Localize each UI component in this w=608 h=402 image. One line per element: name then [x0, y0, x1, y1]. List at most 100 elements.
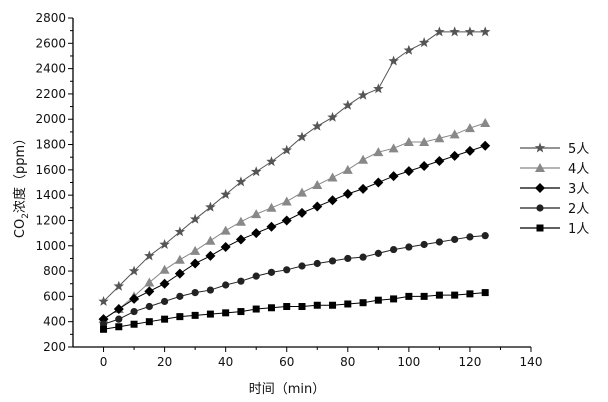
data-point: [190, 258, 201, 269]
data-point: [161, 315, 169, 323]
y-axis-title-subscript: 2: [21, 213, 31, 219]
y-tick-label: 2800: [35, 11, 66, 25]
data-point: [451, 235, 459, 244]
data-point: [237, 277, 245, 285]
data-point: [312, 201, 323, 212]
data-point: [449, 129, 460, 139]
data-point: [344, 300, 352, 308]
data-point: [235, 216, 246, 226]
data-point: [435, 238, 443, 246]
series-5: [100, 289, 489, 333]
legend-item: 4人: [520, 162, 589, 177]
data-point: [359, 253, 367, 261]
legend-label: 5人: [568, 142, 589, 157]
data-point: [434, 133, 445, 143]
data-point: [281, 215, 292, 226]
data-point: [266, 202, 277, 212]
data-point: [374, 296, 382, 304]
data-point: [235, 176, 247, 187]
data-point: [281, 196, 292, 206]
data-point: [344, 254, 352, 263]
data-point: [327, 111, 338, 122]
data-point: [191, 311, 199, 319]
data-point: [420, 240, 428, 249]
data-point: [159, 278, 170, 289]
y-tick-label: 2600: [35, 36, 66, 50]
data-point: [145, 318, 153, 326]
y-ticks: 200 400 600 800 1000 1200 1400 1600 1800 2000 2200…: [35, 11, 73, 354]
x-tick-label: 80: [340, 355, 355, 369]
x-ticks: 0 20 40 60 80 100 120 140: [100, 347, 542, 369]
legend-label: 4人: [568, 162, 589, 177]
data-point: [390, 295, 398, 303]
series-layer: [98, 26, 491, 333]
legend-item: 5人: [520, 142, 589, 157]
y-tick-label: 2000: [35, 112, 66, 126]
data-point: [388, 143, 399, 153]
data-point: [466, 233, 474, 241]
legend-marker: [535, 183, 545, 193]
x-tick-label: 0: [100, 355, 108, 369]
data-point: [130, 320, 138, 328]
data-point: [176, 292, 184, 300]
data-point: [98, 295, 109, 306]
series-line: [103, 145, 486, 320]
data-point: [251, 209, 262, 219]
data-point: [206, 286, 214, 294]
data-point: [252, 272, 260, 280]
data-point: [296, 131, 308, 142]
series-line: [103, 235, 486, 325]
data-point: [329, 301, 337, 309]
data-point: [313, 301, 321, 309]
legend-label: 2人: [568, 202, 589, 217]
data-point: [298, 262, 306, 270]
data-point: [419, 137, 430, 147]
data-point: [206, 310, 214, 318]
legend-marker: [536, 204, 544, 212]
data-point: [174, 254, 185, 264]
data-point: [328, 257, 337, 265]
legend-marker: [534, 142, 546, 153]
data-point: [390, 245, 398, 254]
series-2: [98, 118, 491, 324]
series-line: [103, 292, 486, 330]
y-axis-title-prefix: CO: [13, 219, 28, 238]
y-tick-label: 600: [43, 289, 66, 303]
data-point: [481, 232, 489, 240]
y-tick-label: 1200: [35, 213, 66, 227]
data-point: [342, 188, 353, 199]
legend-item: 3人: [520, 182, 589, 197]
data-point: [403, 166, 414, 177]
data-point: [205, 201, 216, 212]
data-point: [327, 195, 338, 206]
data-point: [418, 37, 430, 48]
legend: 5人 4人 3人 2人 1人: [520, 142, 589, 237]
data-point: [115, 315, 123, 323]
y-tick-label: 200: [43, 340, 66, 354]
axes: [72, 18, 531, 348]
data-point: [266, 221, 277, 232]
data-point: [283, 266, 291, 274]
data-point: [480, 140, 491, 151]
data-point: [373, 83, 384, 94]
y-tick-label: 1600: [35, 163, 66, 177]
data-point: [220, 189, 231, 199]
y-axis-title: CO2浓度（ppm）: [12, 132, 31, 238]
legend-label: 3人: [568, 182, 589, 197]
data-point: [190, 245, 201, 255]
data-point: [205, 235, 216, 245]
data-point: [189, 213, 201, 224]
data-point: [298, 303, 306, 311]
series-line: [103, 31, 486, 302]
data-point: [113, 280, 125, 291]
data-point: [374, 249, 382, 257]
data-point: [129, 293, 140, 304]
data-point: [297, 187, 307, 197]
y-tick-label: 800: [43, 264, 66, 278]
data-point: [174, 226, 186, 237]
data-point: [359, 299, 367, 307]
data-point: [405, 292, 413, 300]
data-point: [205, 250, 216, 261]
data-point: [250, 166, 262, 177]
